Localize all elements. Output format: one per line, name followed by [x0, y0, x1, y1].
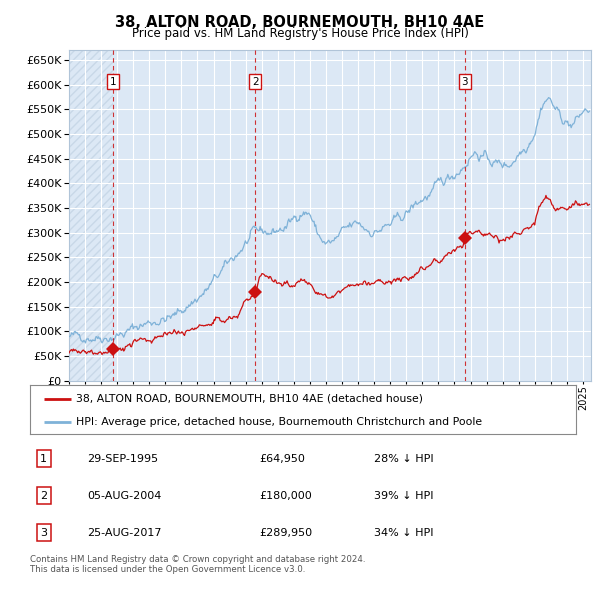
Bar [69, 50, 113, 381]
Text: Contains HM Land Registry data © Crown copyright and database right 2024.
This d: Contains HM Land Registry data © Crown c… [30, 555, 365, 574]
Text: 38, ALTON ROAD, BOURNEMOUTH, BH10 4AE: 38, ALTON ROAD, BOURNEMOUTH, BH10 4AE [115, 15, 485, 30]
Text: 2: 2 [252, 77, 259, 87]
Text: 34% ↓ HPI: 34% ↓ HPI [374, 527, 433, 537]
Text: 2: 2 [40, 491, 47, 500]
Text: £64,950: £64,950 [259, 454, 305, 464]
Text: 05-AUG-2004: 05-AUG-2004 [88, 491, 162, 500]
Text: 25-AUG-2017: 25-AUG-2017 [88, 527, 162, 537]
Text: 28% ↓ HPI: 28% ↓ HPI [374, 454, 434, 464]
Text: £289,950: £289,950 [259, 527, 313, 537]
Text: 1: 1 [40, 454, 47, 464]
Text: 29-SEP-1995: 29-SEP-1995 [88, 454, 158, 464]
Text: £180,000: £180,000 [259, 491, 312, 500]
Text: Price paid vs. HM Land Registry's House Price Index (HPI): Price paid vs. HM Land Registry's House … [131, 27, 469, 40]
Text: HPI: Average price, detached house, Bournemouth Christchurch and Poole: HPI: Average price, detached house, Bour… [76, 417, 482, 427]
Text: 38, ALTON ROAD, BOURNEMOUTH, BH10 4AE (detached house): 38, ALTON ROAD, BOURNEMOUTH, BH10 4AE (d… [76, 394, 424, 404]
Text: 3: 3 [461, 77, 468, 87]
Text: 39% ↓ HPI: 39% ↓ HPI [374, 491, 433, 500]
Text: 3: 3 [40, 527, 47, 537]
Text: 1: 1 [110, 77, 116, 87]
